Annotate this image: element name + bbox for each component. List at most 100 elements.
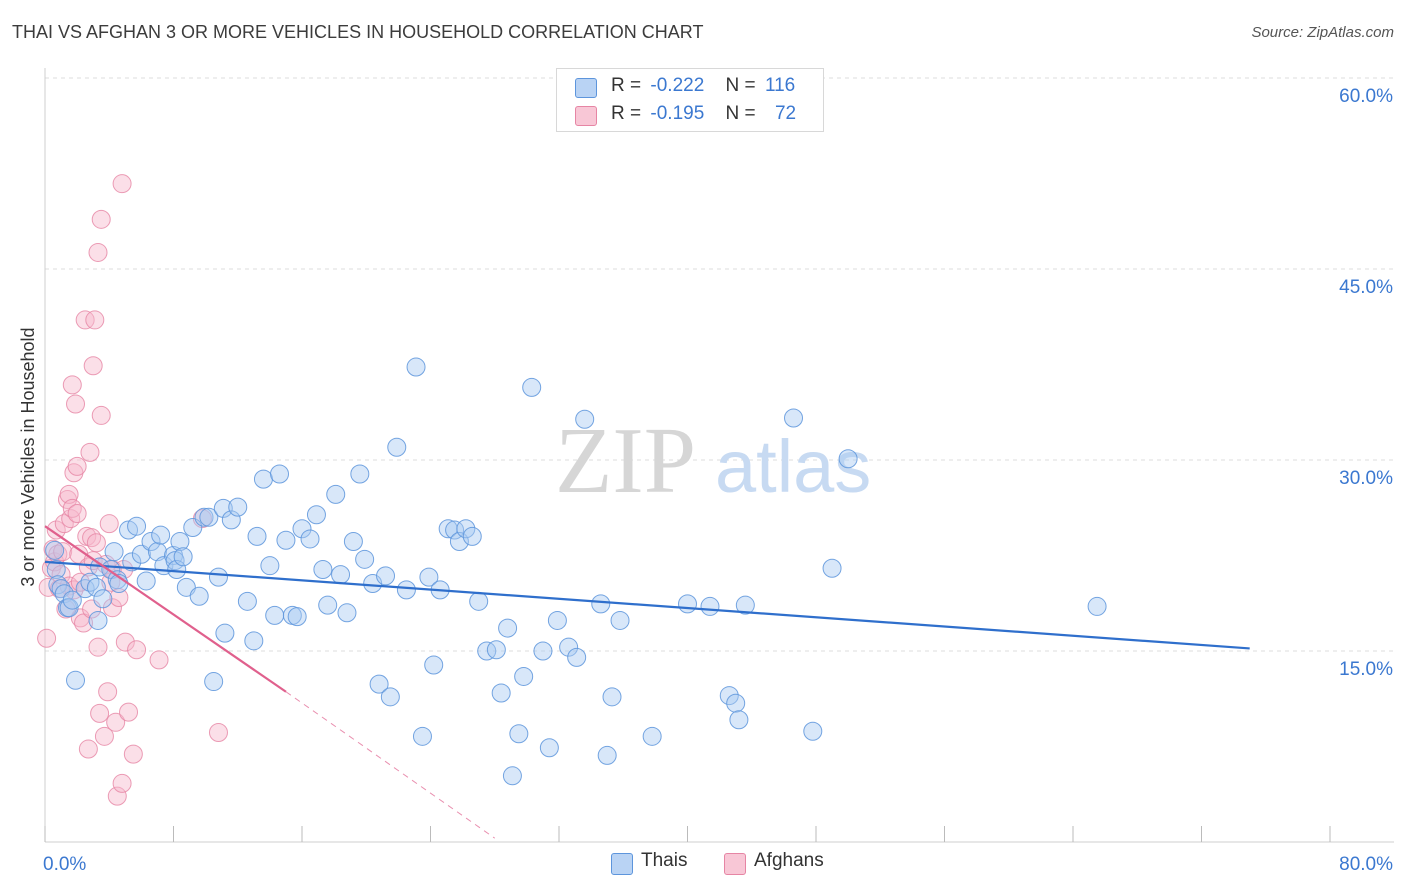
thais-point <box>387 437 407 457</box>
thais-point <box>700 596 720 616</box>
thais-point <box>151 525 171 545</box>
thais-point <box>369 674 389 694</box>
thais-point <box>167 560 187 580</box>
thais-point <box>567 647 587 667</box>
thais-point <box>189 586 209 606</box>
thais-point <box>318 595 338 615</box>
thais-point <box>270 464 290 484</box>
afghans-point <box>67 456 87 476</box>
thais-point <box>822 558 842 578</box>
afghans-point <box>85 310 105 330</box>
thais-point <box>610 610 630 630</box>
thais-point <box>498 618 518 638</box>
thais-point <box>477 641 497 661</box>
afghans-point <box>54 514 74 534</box>
thais-point <box>292 519 312 539</box>
afghans-point <box>83 356 103 376</box>
thais-legend-swatch <box>611 853 633 875</box>
y-tick-label: 30.0% <box>1339 468 1393 489</box>
afghans-point <box>106 712 126 732</box>
afghans-point <box>91 209 111 229</box>
afghans-point <box>46 520 66 540</box>
thais-swatch <box>575 78 597 98</box>
afghans-point <box>107 786 127 806</box>
thais-point <box>86 577 106 597</box>
thais-point <box>735 595 755 615</box>
afghans-point <box>123 744 143 764</box>
thais-point <box>726 693 746 713</box>
thais-point <box>300 529 320 549</box>
afghans-point <box>78 739 98 759</box>
thais-point <box>419 567 439 587</box>
thais-point <box>244 631 264 651</box>
thais-point <box>838 449 858 469</box>
afghans-point <box>119 702 139 722</box>
thais-point <box>491 683 511 703</box>
thais-point <box>462 526 482 546</box>
thais-point <box>502 766 522 786</box>
thais-point <box>93 589 113 609</box>
afghans-point <box>80 442 100 462</box>
afghans-point <box>127 640 147 660</box>
thais-trend-line <box>44 560 1250 650</box>
thais-point <box>326 484 346 504</box>
source-label: Source: ZipAtlas.com <box>1251 24 1394 41</box>
thais-point <box>306 505 326 525</box>
thais-point <box>597 745 617 765</box>
thais-point <box>141 531 161 551</box>
thais-point <box>213 498 233 518</box>
thais-point <box>313 560 333 580</box>
thais-point <box>194 507 214 527</box>
thais-point <box>602 687 622 707</box>
legend-r-label: R = <box>611 75 642 96</box>
watermark-atlas: atlas <box>715 425 871 508</box>
afghans-point <box>90 703 110 723</box>
legend-n-label: N = <box>725 75 756 96</box>
thais-point <box>45 540 65 560</box>
legend-n-label: N = <box>725 103 756 124</box>
thais-point <box>591 594 611 614</box>
afghans-point <box>86 533 106 553</box>
thais-point <box>642 726 662 746</box>
legend-r-label: R = <box>611 103 642 124</box>
afghans-legend-swatch <box>724 853 746 875</box>
afghans-point <box>67 503 87 523</box>
thais-point <box>173 547 193 567</box>
thais-point <box>104 542 124 562</box>
thais-point <box>276 530 296 550</box>
thais-point <box>331 565 351 585</box>
legend-n-value: 116 <box>764 75 796 96</box>
thais-point <box>547 610 567 630</box>
afghans-point <box>94 726 114 746</box>
afghans-point <box>149 650 169 670</box>
thais-point <box>486 640 506 660</box>
thais-point <box>127 516 147 536</box>
y-tick-label: 15.0% <box>1339 659 1393 680</box>
afghans-point <box>112 773 132 793</box>
thais-point <box>51 579 71 599</box>
thais-point <box>80 572 100 592</box>
thais-point <box>253 469 273 489</box>
thais-point <box>396 580 416 600</box>
thais-point <box>199 507 219 527</box>
thais-point <box>208 567 228 587</box>
thais-point <box>88 610 108 630</box>
x-tick-label: 0.0% <box>43 854 86 875</box>
thais-point <box>66 670 86 690</box>
afghans-trend-extension <box>285 691 496 839</box>
thais-point <box>729 710 749 730</box>
thais-point <box>412 726 432 746</box>
afghans-swatch <box>575 106 597 126</box>
y-tick-label: 45.0% <box>1339 277 1393 298</box>
thais-point <box>469 591 489 611</box>
thais-points <box>45 357 1107 786</box>
thais-point <box>803 721 823 741</box>
thais-point <box>287 607 307 627</box>
thais-point <box>350 464 370 484</box>
thais-point <box>228 497 248 517</box>
afghans-point <box>62 375 82 395</box>
stats-legend: R = -0.222 N = 116 R = -0.195 N = 72 <box>556 68 824 132</box>
thais-point <box>170 531 190 551</box>
tick-labels: 15.0% 30.0% 45.0% 60.0% 0.0% 80.0% <box>43 86 1393 875</box>
afghans-point <box>59 484 79 504</box>
